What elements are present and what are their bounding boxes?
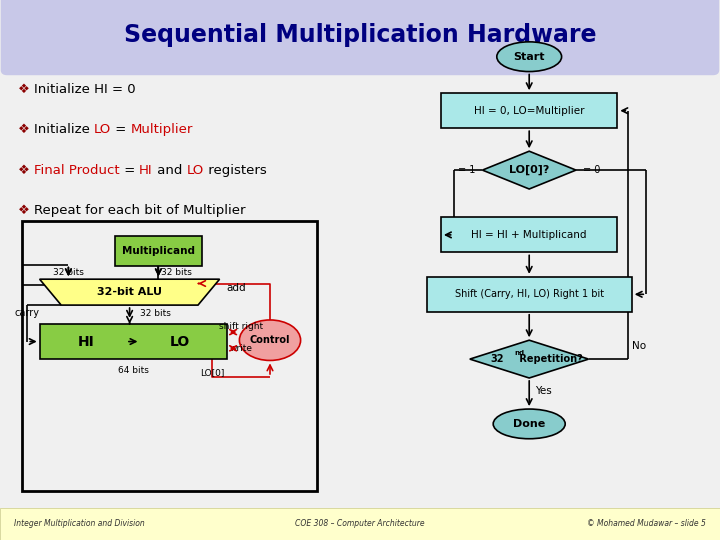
Text: ❖: ❖ (18, 204, 34, 217)
Text: shift right: shift right (219, 322, 264, 331)
Text: Repetition?: Repetition? (516, 354, 583, 364)
Text: No: No (632, 341, 646, 350)
Text: add: add (227, 283, 246, 293)
Text: 32 bits: 32 bits (140, 309, 171, 318)
Text: HI = HI + Multiplicand: HI = HI + Multiplicand (472, 230, 587, 240)
Text: 32 bits: 32 bits (53, 268, 84, 277)
Text: Control: Control (250, 335, 290, 345)
Text: 32 bits: 32 bits (161, 268, 192, 277)
Text: registers: registers (204, 164, 266, 177)
Text: and: and (153, 164, 186, 177)
Text: Initialize: Initialize (34, 123, 94, 136)
Text: HI: HI (139, 164, 153, 177)
Polygon shape (482, 151, 576, 189)
Ellipse shape (239, 320, 301, 361)
Text: =: = (112, 123, 131, 136)
Text: Multiplier: Multiplier (131, 123, 194, 136)
Text: = 1: = 1 (458, 165, 475, 175)
Text: LO[0]?: LO[0]? (509, 165, 549, 176)
Text: LO: LO (170, 335, 190, 348)
Text: Sequential Multiplication Hardware: Sequential Multiplication Hardware (124, 23, 596, 47)
Text: ❖: ❖ (18, 83, 34, 96)
Text: LO: LO (94, 123, 112, 136)
Text: carry: carry (14, 308, 40, 318)
Polygon shape (469, 340, 589, 378)
FancyBboxPatch shape (115, 236, 202, 266)
Text: = 0: = 0 (583, 165, 600, 175)
Text: HI = 0, LO=Multiplier: HI = 0, LO=Multiplier (474, 106, 585, 116)
Text: HI: HI (78, 335, 95, 348)
Ellipse shape (493, 409, 565, 438)
Text: © Mohamed Mudawar – slide 5: © Mohamed Mudawar – slide 5 (587, 519, 706, 528)
FancyBboxPatch shape (22, 221, 317, 491)
FancyBboxPatch shape (441, 217, 618, 252)
Text: =: = (120, 164, 139, 177)
Text: LO[0]: LO[0] (200, 368, 225, 377)
Text: Done: Done (513, 419, 545, 429)
Text: LO: LO (186, 164, 204, 177)
FancyBboxPatch shape (40, 324, 227, 359)
FancyBboxPatch shape (426, 276, 632, 312)
Text: ❖: ❖ (18, 164, 34, 177)
Text: ❖: ❖ (18, 123, 34, 136)
Text: 32-bit ALU: 32-bit ALU (97, 287, 162, 297)
Text: Integer Multiplication and Division: Integer Multiplication and Division (14, 519, 145, 528)
Text: 64 bits: 64 bits (118, 367, 148, 375)
Text: Yes: Yes (535, 387, 552, 396)
Text: Initialize HI = 0: Initialize HI = 0 (34, 83, 136, 96)
FancyBboxPatch shape (1, 0, 719, 75)
Text: Multiplicand: Multiplicand (122, 246, 195, 256)
FancyBboxPatch shape (441, 93, 618, 128)
Polygon shape (40, 279, 220, 305)
Text: Repeat for each bit of Multiplier: Repeat for each bit of Multiplier (34, 204, 246, 217)
Ellipse shape (497, 42, 562, 71)
Text: Shift (Carry, HI, LO) Right 1 bit: Shift (Carry, HI, LO) Right 1 bit (454, 289, 604, 299)
Text: Start: Start (513, 52, 545, 62)
Text: write: write (230, 344, 253, 353)
Text: nd: nd (515, 349, 525, 356)
FancyBboxPatch shape (0, 508, 720, 540)
Text: COE 308 – Computer Architecture: COE 308 – Computer Architecture (295, 519, 425, 528)
Text: 32: 32 (490, 354, 504, 364)
Text: Final Product: Final Product (34, 164, 120, 177)
